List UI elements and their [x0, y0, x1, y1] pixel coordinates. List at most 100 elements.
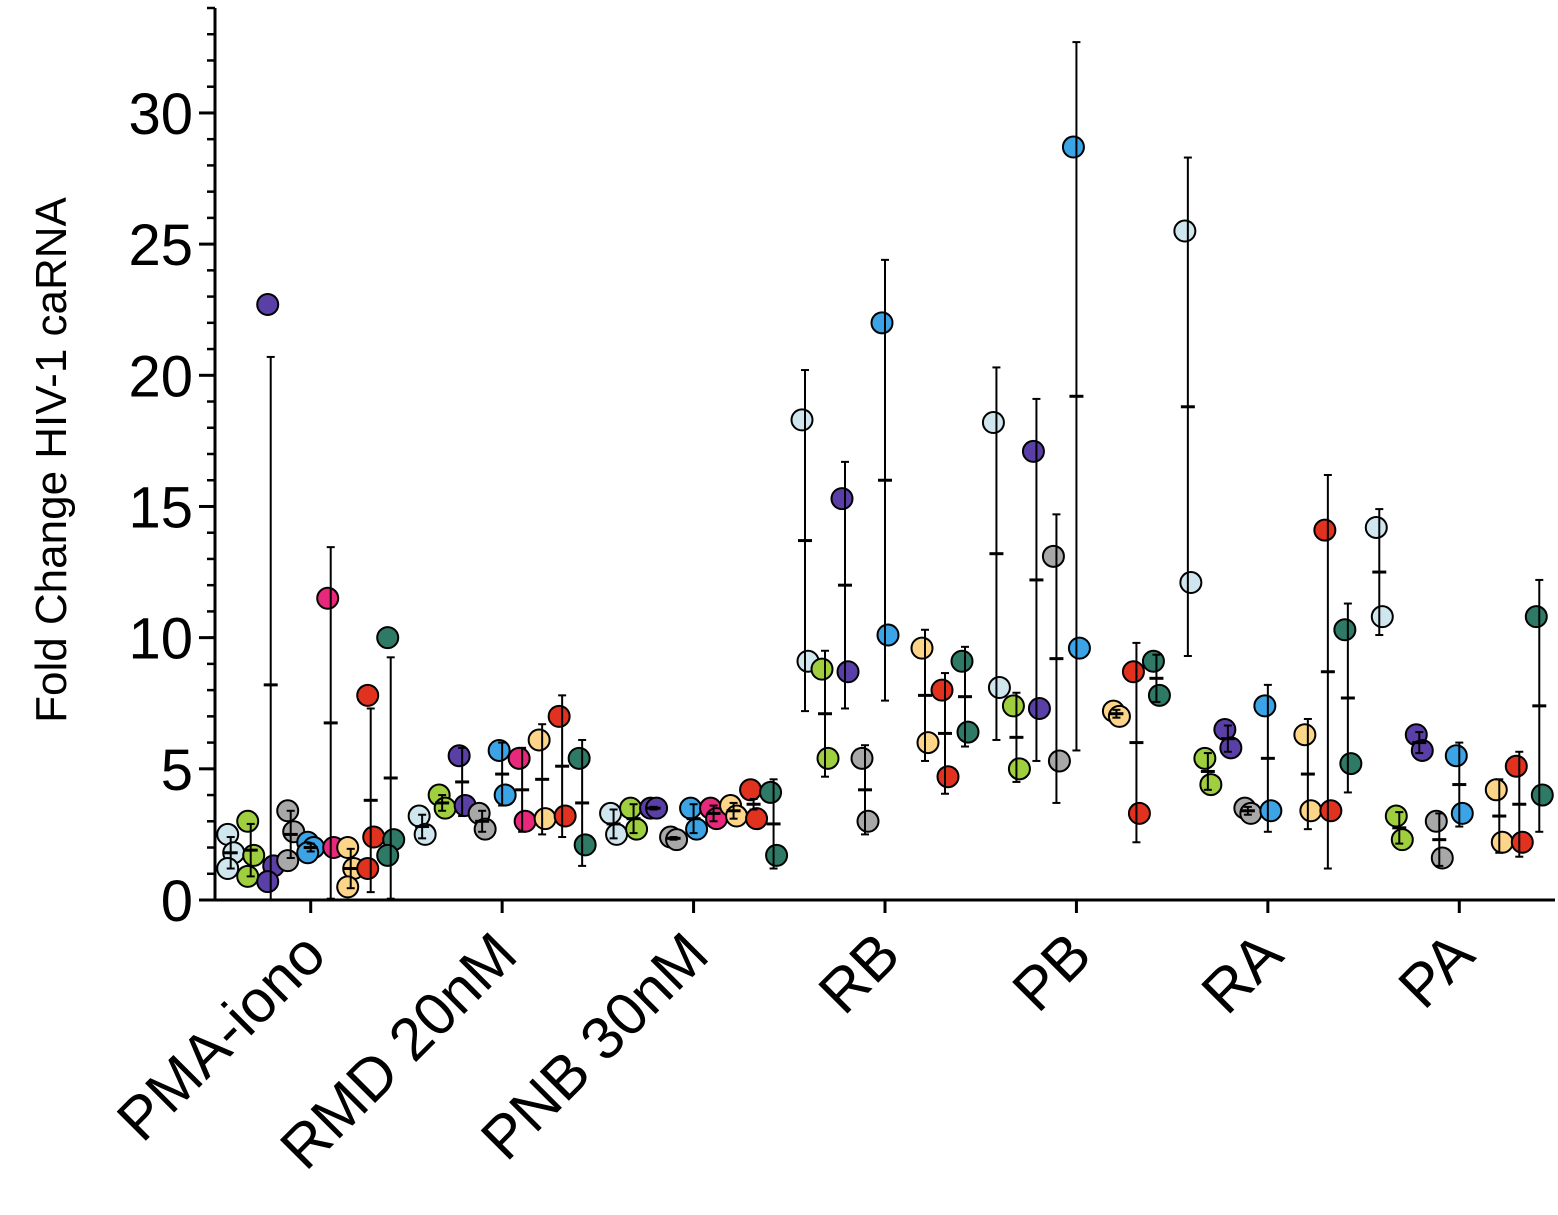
- data-point: [376, 843, 400, 867]
- data-point: [413, 822, 437, 846]
- x-tick-label: RB: [806, 920, 912, 1026]
- data-point: [256, 870, 280, 894]
- data-point: [1424, 809, 1448, 833]
- data-point: [376, 626, 400, 650]
- data-point: [1067, 636, 1091, 660]
- data-point: [930, 678, 954, 702]
- data-point: [473, 817, 497, 841]
- data-point: [1121, 660, 1145, 684]
- data-point: [1127, 801, 1151, 825]
- data-point: [256, 292, 280, 316]
- data-point: [1444, 744, 1468, 768]
- data-point: [1253, 694, 1277, 718]
- data-point: [1001, 694, 1025, 718]
- x-tick-label: PA: [1386, 920, 1487, 1021]
- data-point: [533, 807, 557, 831]
- data-point: [599, 801, 623, 825]
- x-tick-label: PB: [1000, 920, 1104, 1024]
- data-point: [685, 817, 709, 841]
- data-point: [605, 822, 629, 846]
- data-point: [447, 744, 471, 768]
- data-point: [625, 817, 649, 841]
- data-point: [1293, 723, 1317, 747]
- data-point: [1339, 752, 1363, 776]
- data-point: [765, 843, 789, 867]
- data-point: [1504, 754, 1528, 778]
- data-point: [1041, 544, 1065, 568]
- data-point: [487, 738, 511, 762]
- data-point: [1524, 605, 1548, 629]
- data-point: [1410, 738, 1434, 762]
- data-point: [850, 746, 874, 770]
- data-point: [1061, 135, 1085, 159]
- data-point: [356, 683, 380, 707]
- data-point: [679, 796, 703, 820]
- data-point: [573, 833, 597, 857]
- data-point: [816, 746, 840, 770]
- y-tick-label: 20: [128, 344, 193, 409]
- data-point: [956, 720, 980, 744]
- data-point: [513, 809, 537, 833]
- data-point: [910, 636, 934, 660]
- data-point: [870, 311, 894, 335]
- data-point: [1530, 783, 1554, 807]
- x-tick-label: RA: [1189, 920, 1295, 1026]
- data-point: [1490, 830, 1514, 854]
- data-point: [1430, 846, 1454, 870]
- data-point: [739, 778, 763, 802]
- data-point: [916, 731, 940, 755]
- data-point: [1007, 757, 1031, 781]
- data-point: [836, 660, 860, 684]
- data-point: [1484, 778, 1508, 802]
- data-point: [553, 804, 577, 828]
- data-point: [1510, 830, 1534, 854]
- data-point: [1299, 799, 1323, 823]
- y-tick-label: 25: [128, 213, 193, 278]
- y-tick-label: 5: [161, 738, 193, 803]
- data-point: [1450, 801, 1474, 825]
- data-point: [242, 843, 266, 867]
- data-point: [296, 841, 320, 865]
- data-point: [1333, 618, 1357, 642]
- data-point: [1199, 773, 1223, 797]
- y-tick-label: 15: [128, 475, 193, 540]
- data-point: [1219, 736, 1243, 760]
- data-point: [1047, 749, 1071, 773]
- y-tick-label: 0: [161, 869, 193, 934]
- data-point: [547, 704, 571, 728]
- data-point: [1370, 605, 1394, 629]
- data-point: [856, 809, 880, 833]
- data-point: [1319, 799, 1343, 823]
- data-point: [950, 649, 974, 673]
- data-point: [507, 746, 531, 770]
- data-point: [1313, 518, 1337, 542]
- data-point: [830, 487, 854, 511]
- data-point: [236, 809, 260, 833]
- data-point: [810, 657, 834, 681]
- data-point: [1364, 515, 1388, 539]
- y-tick-label: 30: [128, 82, 193, 147]
- data-point: [527, 728, 551, 752]
- data-point: [336, 836, 360, 860]
- data-point: [362, 825, 386, 849]
- data-point: [1021, 439, 1045, 463]
- data-point: [1141, 649, 1165, 673]
- data-point: [1027, 696, 1051, 720]
- data-point: [1384, 804, 1408, 828]
- data-point: [745, 807, 769, 831]
- data-point: [1179, 571, 1203, 595]
- data-point: [1390, 828, 1414, 852]
- data-point: [1193, 746, 1217, 770]
- y-axis-label: Fold Change HIV-1 caRNA: [27, 196, 76, 722]
- y-tick-label: 10: [128, 607, 193, 672]
- data-point: [987, 675, 1011, 699]
- data-point: [336, 875, 360, 899]
- data-point: [981, 411, 1005, 435]
- data-point: [619, 796, 643, 820]
- data-point: [790, 408, 814, 432]
- data-point: [1259, 799, 1283, 823]
- data-point: [1107, 704, 1131, 728]
- data-point: [493, 783, 517, 807]
